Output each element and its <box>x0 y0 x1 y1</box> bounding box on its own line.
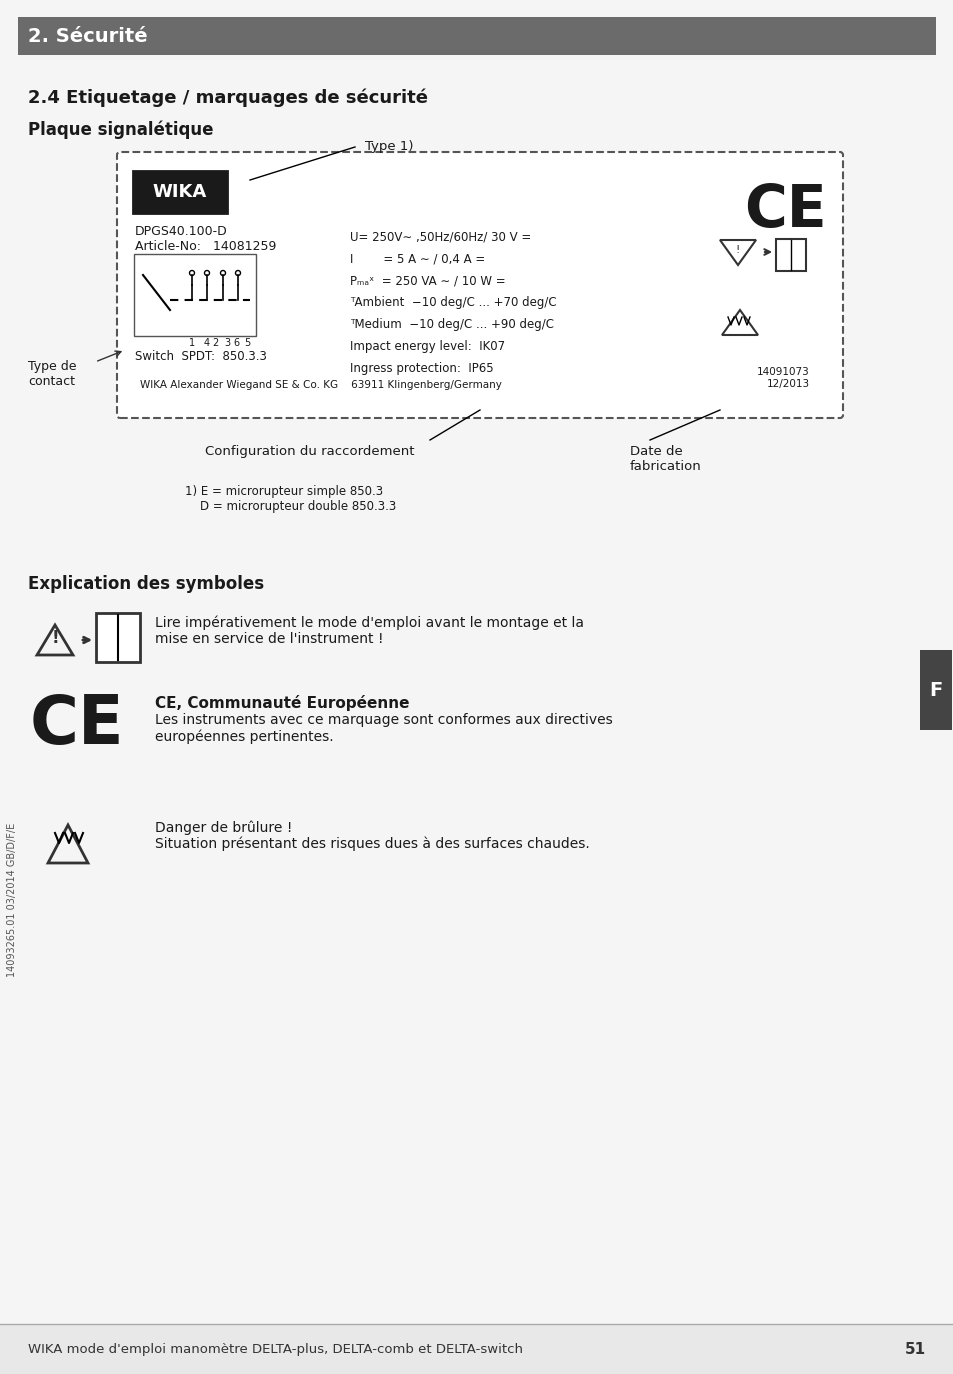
Text: I        = 5 A ∼ / 0,4 A =: I = 5 A ∼ / 0,4 A = <box>350 251 485 265</box>
Text: 2. Sécurité: 2. Sécurité <box>28 26 148 45</box>
Text: 2.4 Etiquetage / marquages de sécurité: 2.4 Etiquetage / marquages de sécurité <box>28 88 428 107</box>
Text: 14093265.01 03/2014 GB/D/F/E: 14093265.01 03/2014 GB/D/F/E <box>7 823 17 977</box>
Text: 3: 3 <box>224 338 230 348</box>
Text: Configuration du raccordement: Configuration du raccordement <box>205 445 415 458</box>
Text: Ingress protection:  IP65: Ingress protection: IP65 <box>350 361 493 375</box>
Text: 2: 2 <box>212 338 218 348</box>
Text: ᵀMedium  −10 deg/C ... +90 deg/C: ᵀMedium −10 deg/C ... +90 deg/C <box>350 317 554 331</box>
Text: Danger de brûlure !
Situation présentant des risques dues à des surfaces chaudes: Danger de brûlure ! Situation présentant… <box>154 820 589 852</box>
Text: Switch  SPDT:  850.3.3: Switch SPDT: 850.3.3 <box>135 350 267 363</box>
FancyBboxPatch shape <box>919 650 951 730</box>
Text: Article-No:   14081259: Article-No: 14081259 <box>135 240 276 253</box>
Text: Lire impérativement le mode d'emploi avant le montage et la
mise en service de l: Lire impérativement le mode d'emploi ava… <box>154 616 583 646</box>
FancyBboxPatch shape <box>0 1325 953 1374</box>
Text: CE, Communauté Européenne: CE, Communauté Européenne <box>154 695 409 710</box>
FancyBboxPatch shape <box>133 254 255 337</box>
FancyBboxPatch shape <box>96 613 140 662</box>
Text: ᵀAmbient  −10 deg/C ... +70 deg/C: ᵀAmbient −10 deg/C ... +70 deg/C <box>350 295 556 309</box>
FancyBboxPatch shape <box>775 239 805 271</box>
Text: WIKA: WIKA <box>152 183 207 201</box>
Text: Type de
contact: Type de contact <box>28 360 76 387</box>
Text: 51: 51 <box>904 1342 925 1358</box>
Text: Pₘₐˣ  = 250 VA ∼ / 10 W =: Pₘₐˣ = 250 VA ∼ / 10 W = <box>350 273 505 287</box>
FancyBboxPatch shape <box>132 170 227 213</box>
Text: 5: 5 <box>244 338 250 348</box>
Text: Plaque signalétique: Plaque signalétique <box>28 120 213 139</box>
Text: 1) E = microrupteur simple 850.3
    D = microrupteur double 850.3.3: 1) E = microrupteur simple 850.3 D = mic… <box>185 485 395 513</box>
Text: !: ! <box>735 245 740 256</box>
Text: Impact energy level:  IK07: Impact energy level: IK07 <box>350 339 504 353</box>
Text: 4: 4 <box>204 338 210 348</box>
FancyBboxPatch shape <box>117 153 842 418</box>
FancyBboxPatch shape <box>18 16 935 55</box>
Text: WIKA mode d'emploi manomètre DELTA-plus, DELTA-comb et DELTA-switch: WIKA mode d'emploi manomètre DELTA-plus,… <box>28 1344 522 1356</box>
Text: 1: 1 <box>189 338 194 348</box>
Text: Date de
fabrication: Date de fabrication <box>629 445 701 473</box>
Text: U= 250V∼ ,50Hz/60Hz/ 30 V =: U= 250V∼ ,50Hz/60Hz/ 30 V = <box>350 229 531 243</box>
Text: Explication des symboles: Explication des symboles <box>28 574 264 594</box>
Text: Type 1): Type 1) <box>365 140 413 153</box>
Text: 14091073
12/2013: 14091073 12/2013 <box>757 367 809 389</box>
Text: DPGS40.100-D: DPGS40.100-D <box>135 225 228 238</box>
Text: CE: CE <box>30 692 125 758</box>
Text: F: F <box>928 680 942 699</box>
Text: Les instruments avec ce marquage sont conformes aux directives
européennes perti: Les instruments avec ce marquage sont co… <box>154 713 612 743</box>
Text: CE: CE <box>743 181 825 239</box>
Text: WIKA Alexander Wiegand SE & Co. KG    63911 Klingenberg/Germany: WIKA Alexander Wiegand SE & Co. KG 63911… <box>140 381 501 390</box>
Text: !: ! <box>51 629 59 647</box>
Text: 6: 6 <box>233 338 239 348</box>
